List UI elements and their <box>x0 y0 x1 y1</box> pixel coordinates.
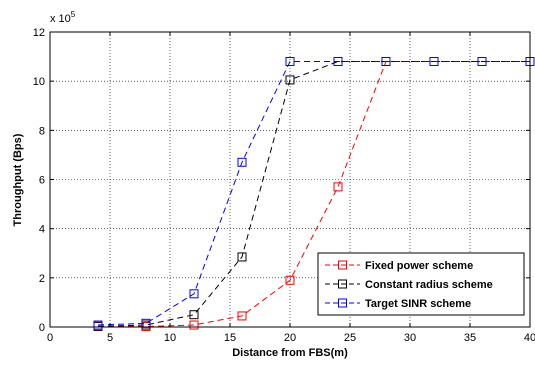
series-2 <box>93 57 535 330</box>
x-tick-label-35: 35 <box>464 332 476 344</box>
series-0-point-4 <box>285 275 295 285</box>
series-2-point-8 <box>477 57 487 66</box>
x-tick-label-20: 20 <box>284 332 296 344</box>
series-1-point-3 <box>237 252 247 262</box>
legend-entry-1: Constant radius scheme <box>325 279 493 291</box>
x-tick-label-0: 0 <box>47 332 53 344</box>
series-2-point-2 <box>189 289 199 299</box>
x-tick-label-25: 25 <box>344 332 356 344</box>
y-tick-label-0: 0 <box>39 322 45 334</box>
legend-entry-0: Fixed power scheme <box>325 260 473 272</box>
series-2-point-5 <box>333 57 343 66</box>
legend-label-0: Fixed power scheme <box>365 260 473 272</box>
y-axis-label: Throughput (Bps) <box>12 133 24 226</box>
y-tick-label-2: 2 <box>39 273 45 285</box>
x-tick-label-5: 5 <box>107 332 113 344</box>
legend-label-1: Constant radius scheme <box>365 279 493 291</box>
series-2-point-0 <box>93 320 103 330</box>
x-tick-label-10: 10 <box>164 332 176 344</box>
y-tick-label-12: 12 <box>33 27 45 39</box>
series-0-point-3 <box>237 311 247 321</box>
legend-marker-0 <box>338 260 347 270</box>
y-tick-label-6: 6 <box>39 175 45 187</box>
series-2-point-4 <box>285 57 295 66</box>
y-tick-label-10: 10 <box>33 76 45 88</box>
series-2-point-3 <box>237 157 247 167</box>
y-multiplier-exponent: 5 <box>71 10 76 19</box>
series-0-point-5 <box>333 182 343 192</box>
series-1-point-2 <box>189 310 199 320</box>
y-tick-label-4: 4 <box>39 224 45 236</box>
series-2-point-6 <box>381 57 391 66</box>
legend-label-2: Target SINR scheme <box>365 298 471 310</box>
y-tick-label-8: 8 <box>39 125 45 137</box>
y-multiplier-label: x 105 <box>50 10 76 25</box>
series-1-point-4 <box>285 75 295 85</box>
ticks: 0 5 10 15 20 25 30 35 40 0 2 4 6 8 10 12 <box>33 27 535 344</box>
legend-entry-2: Target SINR scheme <box>325 298 471 310</box>
x-tick-label-15: 15 <box>224 332 236 344</box>
legend-marker-1 <box>338 279 347 289</box>
series-2-point-7 <box>429 57 439 66</box>
y-multiplier-base: x 10 <box>50 13 71 25</box>
x-tick-label-30: 30 <box>404 332 416 344</box>
series-0-point-2 <box>189 320 199 330</box>
series-line-2 <box>97 61 530 326</box>
legend: Fixed power scheme Constant radius scheme… <box>317 252 525 316</box>
x-tick-label-40: 40 <box>524 332 535 344</box>
legend-marker-2 <box>338 298 347 308</box>
series-line-1 <box>97 61 530 327</box>
x-axis-label: Distance from FBS(m) <box>232 347 348 359</box>
